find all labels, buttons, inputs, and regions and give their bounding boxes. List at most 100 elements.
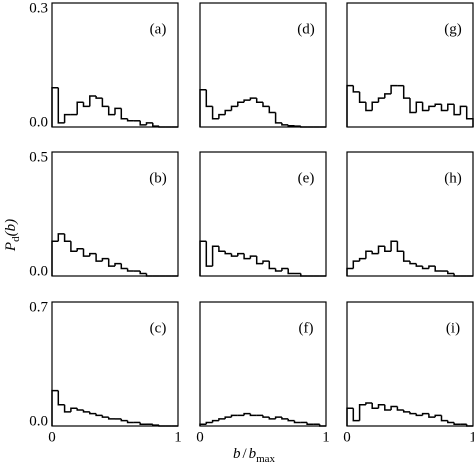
histogram-bin (95, 96, 103, 99)
histogram-bin (95, 413, 103, 417)
panel-label: (g) (444, 21, 462, 37)
panel-frame (51, 301, 179, 427)
histogram-bin (152, 424, 160, 426)
histogram-bin (447, 103, 455, 111)
histogram-bin (101, 257, 109, 262)
histogram-bin (101, 98, 109, 108)
histogram-bin (237, 252, 245, 257)
histogram-bin (255, 98, 263, 103)
histogram-bin (205, 421, 213, 425)
x-label-sub: max (256, 453, 275, 465)
panel-frame (346, 301, 474, 427)
panel-label: (h) (444, 170, 462, 186)
histogram-bin (371, 402, 379, 410)
histogram-bin (107, 106, 115, 116)
histogram-bin (224, 109, 232, 115)
histogram-bin (120, 263, 128, 270)
histogram-bin (70, 407, 78, 412)
histogram-bin (57, 87, 65, 124)
panel-label: (c) (150, 320, 167, 336)
histogram-bin (262, 102, 270, 108)
histogram-bin (409, 98, 417, 114)
histogram-bin (300, 126, 308, 128)
histogram-bin (230, 105, 238, 111)
histogram-bin (402, 85, 410, 99)
x-tick-label: 0 (196, 429, 204, 445)
histogram-bin (402, 410, 410, 413)
y-label-rest: (b) (3, 219, 19, 237)
histogram-bin (237, 101, 245, 107)
histogram-bin (287, 124, 295, 127)
histogram-bin (145, 273, 153, 277)
histogram-bin (82, 102, 90, 108)
histogram-bin (453, 422, 461, 425)
histogram-bin (365, 102, 373, 112)
histogram-bin (352, 85, 360, 93)
histogram-bin (152, 122, 160, 127)
histogram-bin (465, 424, 473, 427)
y-tick-label: 0.0 (29, 413, 48, 429)
histogram-bin (306, 422, 314, 425)
histogram-bin (300, 273, 308, 277)
x-tick-label: 1 (469, 429, 474, 445)
histogram-bin (76, 408, 84, 411)
panel-label: (e) (298, 170, 315, 186)
histogram-bin (358, 403, 366, 421)
panel-label: (d) (297, 21, 315, 37)
histogram-bin (428, 265, 436, 269)
histogram-bin (230, 414, 238, 418)
histogram-bin (281, 122, 289, 126)
histogram-bin (384, 246, 392, 252)
histogram-bin (101, 415, 109, 418)
histogram-bin (428, 413, 436, 418)
y-label-main: P (3, 242, 19, 252)
histogram-bin (199, 89, 207, 127)
panel-label: (i) (446, 320, 460, 336)
histogram-bin (346, 84, 354, 127)
x-axis-label: b / bmax (233, 446, 276, 464)
histogram-bin (158, 126, 166, 128)
histogram-bin (346, 267, 354, 276)
histogram-bin (199, 423, 207, 426)
histogram-bin (76, 247, 84, 252)
histogram-bin (89, 411, 97, 415)
histogram-bin (249, 413, 257, 417)
histogram-bin (120, 108, 128, 120)
y-tick-label: 0.0 (29, 114, 48, 130)
histogram-bin (384, 404, 392, 411)
histogram-bin (158, 425, 166, 427)
histogram-bin (211, 245, 219, 267)
histogram-bin (396, 406, 404, 411)
histogram-bin (287, 418, 295, 422)
histogram-bin (230, 253, 238, 257)
histogram-bin (415, 101, 423, 113)
y-label-sub: d (10, 236, 22, 242)
histogram-bin (390, 405, 398, 411)
panel-frame (199, 151, 327, 277)
histogram-bin (352, 408, 360, 422)
histogram-bin (139, 271, 147, 275)
x-tick-label: 1 (174, 429, 182, 445)
histogram-bin (107, 417, 115, 420)
y-axis-label: Pd(b) (3, 219, 21, 252)
panel-label: (b) (149, 170, 167, 186)
histogram-bin (82, 410, 90, 413)
panel-label: (f) (299, 320, 314, 336)
histogram-bin (70, 241, 78, 252)
histogram-bin (224, 416, 232, 419)
histogram-bin (409, 261, 417, 265)
histogram-bin (293, 420, 301, 424)
panel-frame (51, 151, 179, 277)
histogram-bin (274, 268, 282, 272)
histogram-bin (51, 86, 59, 127)
histogram-bin (139, 120, 147, 126)
histogram-bin (459, 105, 467, 115)
histogram-bin (268, 106, 276, 114)
histogram-bin (281, 267, 289, 272)
histogram-bin (76, 101, 84, 115)
histogram-bin (107, 258, 115, 267)
histogram-bin (218, 418, 226, 421)
histogram-bin (371, 101, 379, 111)
histogram-bin (434, 103, 442, 107)
histogram-bin (262, 260, 270, 264)
